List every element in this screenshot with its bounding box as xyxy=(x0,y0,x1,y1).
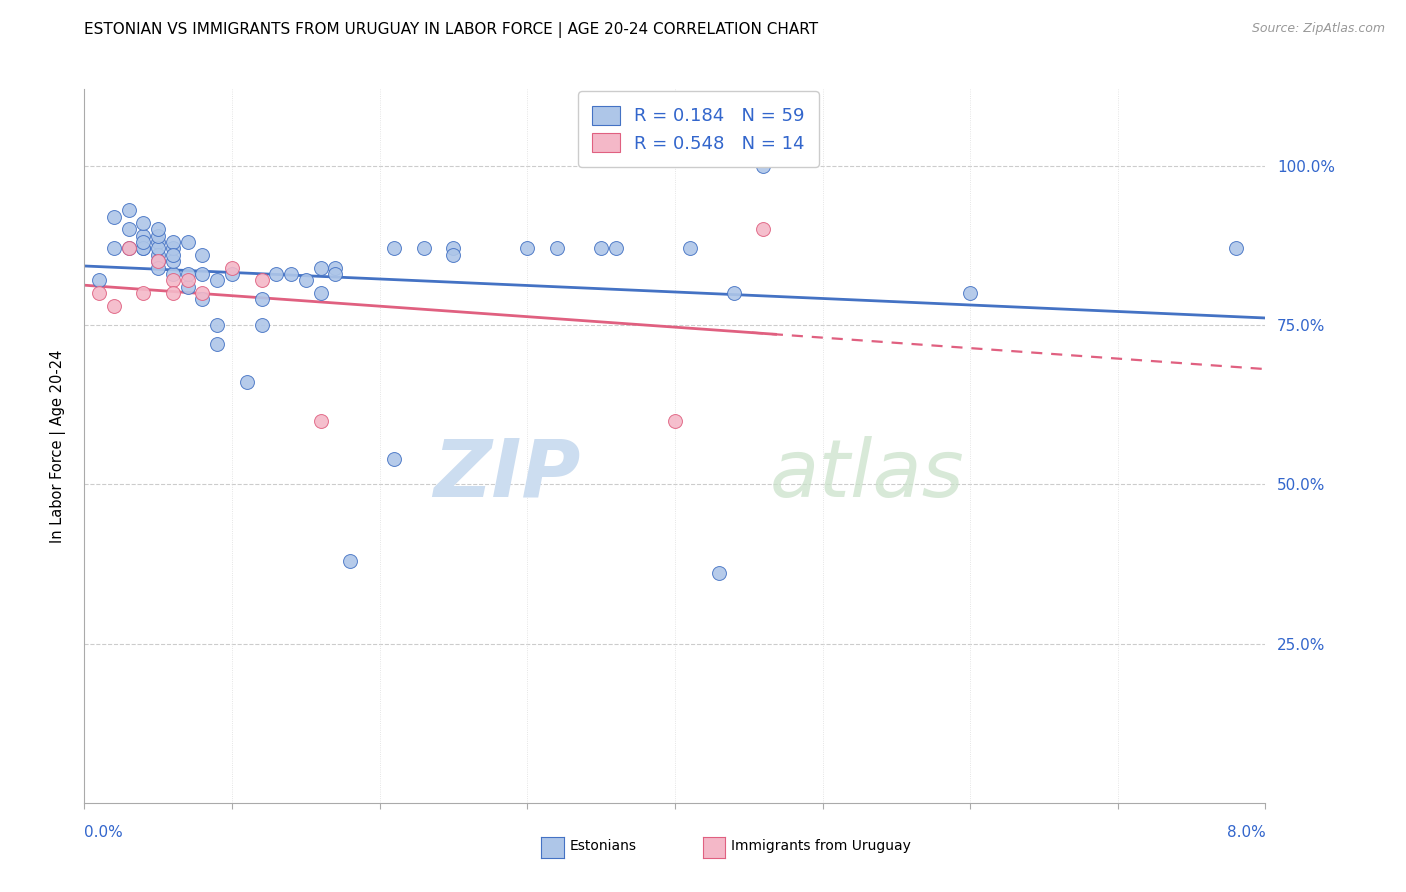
Point xyxy=(148,242,170,256)
Point xyxy=(89,273,111,287)
Point xyxy=(162,254,184,268)
Point xyxy=(148,228,170,243)
Point xyxy=(148,222,170,236)
Point xyxy=(118,203,141,218)
Point xyxy=(323,260,347,275)
Point xyxy=(191,293,214,307)
Point xyxy=(148,254,170,268)
Point xyxy=(546,242,568,256)
Point xyxy=(250,273,273,287)
Point xyxy=(605,242,627,256)
Point xyxy=(132,286,155,301)
Point xyxy=(339,554,361,568)
Point xyxy=(1225,242,1247,256)
Point xyxy=(148,248,170,262)
Point xyxy=(664,413,686,427)
Point xyxy=(309,413,332,427)
Legend: R = 0.184   N = 59, R = 0.548   N = 14: R = 0.184 N = 59, R = 0.548 N = 14 xyxy=(578,91,818,167)
Point xyxy=(309,286,332,301)
Point xyxy=(162,273,184,287)
Text: Estonians: Estonians xyxy=(569,838,637,853)
Point xyxy=(191,286,214,301)
Point xyxy=(323,267,347,281)
Point xyxy=(89,286,111,301)
Point xyxy=(118,222,141,236)
Point xyxy=(132,235,155,249)
Point xyxy=(264,267,288,281)
Point xyxy=(132,242,155,256)
Point xyxy=(309,260,332,275)
Point xyxy=(177,279,200,293)
Point xyxy=(205,273,228,287)
Point xyxy=(752,222,775,236)
Point xyxy=(103,299,125,313)
Text: ESTONIAN VS IMMIGRANTS FROM URUGUAY IN LABOR FORCE | AGE 20-24 CORRELATION CHART: ESTONIAN VS IMMIGRANTS FROM URUGUAY IN L… xyxy=(84,22,818,38)
Point xyxy=(382,242,406,256)
Point xyxy=(162,286,184,301)
Point xyxy=(250,293,273,307)
Point xyxy=(132,242,155,256)
Point xyxy=(148,260,170,275)
Point xyxy=(103,210,125,224)
Text: 8.0%: 8.0% xyxy=(1226,825,1265,840)
Point xyxy=(118,242,141,256)
Point xyxy=(959,286,981,301)
Point xyxy=(148,235,170,249)
Point xyxy=(132,228,155,243)
Point xyxy=(295,273,318,287)
Point xyxy=(191,248,214,262)
Point xyxy=(236,376,259,390)
Text: Source: ZipAtlas.com: Source: ZipAtlas.com xyxy=(1251,22,1385,36)
Point xyxy=(162,267,184,281)
Point xyxy=(205,337,228,351)
Point xyxy=(177,273,200,287)
Point xyxy=(148,254,170,268)
Point xyxy=(709,566,731,581)
Point xyxy=(162,248,184,262)
Text: Immigrants from Uruguay: Immigrants from Uruguay xyxy=(731,838,911,853)
Point xyxy=(221,260,243,275)
Point xyxy=(382,451,406,466)
Point xyxy=(162,242,184,256)
Point xyxy=(443,242,465,256)
Text: ZIP: ZIP xyxy=(433,435,581,514)
Point xyxy=(591,242,613,256)
Point xyxy=(679,242,702,256)
Point xyxy=(723,286,745,301)
Point xyxy=(516,242,538,256)
Text: atlas: atlas xyxy=(769,435,965,514)
Point xyxy=(280,267,302,281)
Point xyxy=(118,242,141,256)
Point xyxy=(132,216,155,230)
Point xyxy=(191,267,214,281)
Point xyxy=(177,267,200,281)
Point xyxy=(443,248,465,262)
Point xyxy=(413,242,436,256)
Point xyxy=(205,318,228,332)
Point xyxy=(250,318,273,332)
Text: 0.0%: 0.0% xyxy=(84,825,124,840)
Point xyxy=(221,267,243,281)
Point xyxy=(103,242,125,256)
Point xyxy=(177,235,200,249)
Y-axis label: In Labor Force | Age 20-24: In Labor Force | Age 20-24 xyxy=(51,350,66,542)
Point xyxy=(752,159,775,173)
Point xyxy=(162,235,184,249)
